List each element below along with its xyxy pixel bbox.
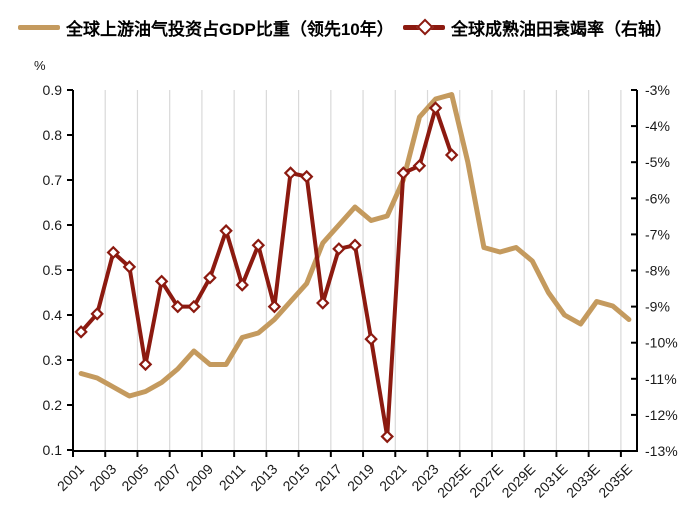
x-tick-label: 2035E <box>595 461 635 501</box>
diamond-marker <box>283 166 298 180</box>
right-tick-label: -5% <box>645 154 670 170</box>
right-tick-label: -8% <box>645 263 670 279</box>
x-tick-label: 2031E <box>531 461 571 501</box>
left-axis-unit-label: % <box>34 58 46 73</box>
x-tick-label: 2027E <box>466 461 506 501</box>
x-tick-label: 2005 <box>118 461 151 494</box>
x-tick-label: 2011 <box>216 461 249 494</box>
diamond-marker <box>74 325 88 339</box>
left-tick-label: 0.8 <box>43 127 63 143</box>
left-tick-label: 0.3 <box>43 352 63 368</box>
diamond-marker <box>219 224 233 238</box>
right-tick-label: -12% <box>645 407 678 423</box>
series-line-decline-rate <box>79 106 454 439</box>
x-tick-label: 2015 <box>279 461 312 494</box>
diamond-marker <box>154 274 169 289</box>
right-tick-label: -4% <box>645 118 670 134</box>
right-tick-label: -6% <box>645 190 670 206</box>
diamond-marker <box>251 238 266 252</box>
diamond-marker <box>380 429 394 444</box>
diamond-marker <box>235 278 249 292</box>
x-tick-label: 2007 <box>151 461 184 494</box>
diamond-marker <box>444 148 459 162</box>
right-tick-label: -11% <box>645 371 677 387</box>
legend-item-investment: 全球上游油气投资占GDP比重（领先10年） <box>18 14 394 40</box>
series-lines <box>74 92 632 444</box>
diamond-marker <box>299 169 314 184</box>
right-tick-label: -10% <box>645 335 678 351</box>
diamond-marker <box>187 299 201 314</box>
left-tick-label: 0.5 <box>43 262 63 278</box>
x-tick-label: 2017 <box>312 461 345 494</box>
x-tick-label: 2025E <box>434 461 474 501</box>
x-tick-label: 2033E <box>563 461 603 501</box>
x-tick-label: 2001 <box>54 461 87 494</box>
diamond-marker <box>106 245 121 260</box>
x-tick-label: 2019 <box>344 461 377 494</box>
diamond-marker <box>90 307 104 321</box>
diamond-marker <box>332 242 346 256</box>
series-line-investment <box>78 92 632 399</box>
diamond-marker <box>364 332 378 346</box>
red-line-diamond-swatch-icon <box>403 18 445 35</box>
tan-line-swatch-icon <box>18 24 60 30</box>
x-tick-label: 2029E <box>498 461 538 501</box>
diamond-marker <box>412 159 427 173</box>
diamond-marker <box>428 101 443 115</box>
x-tick-label: 2013 <box>247 461 280 494</box>
diamond-marker <box>203 270 217 285</box>
legend-item-decline-rate: 全球成熟油田衰竭率（右轴） <box>403 14 672 40</box>
left-tick-label: 0.2 <box>43 397 63 413</box>
legend-label-investment: 全球上游油气投资占GDP比重（领先10年） <box>66 19 394 39</box>
diamond-marker <box>170 299 185 314</box>
x-tick-label: 2021 <box>376 461 409 494</box>
left-tick-label: 0.7 <box>43 172 63 188</box>
diamond-marker <box>138 357 153 372</box>
right-tick-label: -3% <box>645 82 670 98</box>
left-tick-label: 0.4 <box>43 307 63 323</box>
diamond-marker <box>122 260 137 274</box>
diamond-marker <box>316 296 330 310</box>
x-tick-label: 2009 <box>183 461 216 494</box>
diamond-marker <box>267 299 282 314</box>
legend-label-decline-rate: 全球成熟油田衰竭率（右轴） <box>451 19 672 39</box>
right-tick-label: -13% <box>645 443 678 459</box>
left-tick-label: 0.1 <box>43 442 63 458</box>
right-tick-label: -7% <box>645 226 670 242</box>
gridlines <box>104 90 622 451</box>
axes <box>67 89 638 457</box>
left-tick-label: 0.6 <box>43 217 63 233</box>
diamond-marker <box>348 238 362 252</box>
chart-legend: 全球上游油气投资占GDP比重（领先10年） 全球成熟油田衰竭率（右轴） <box>0 14 696 42</box>
diamond-marker <box>396 166 411 180</box>
right-tick-label: -9% <box>645 299 670 315</box>
left-tick-label: 0.9 <box>43 82 63 98</box>
x-tick-label: 2003 <box>86 461 119 494</box>
